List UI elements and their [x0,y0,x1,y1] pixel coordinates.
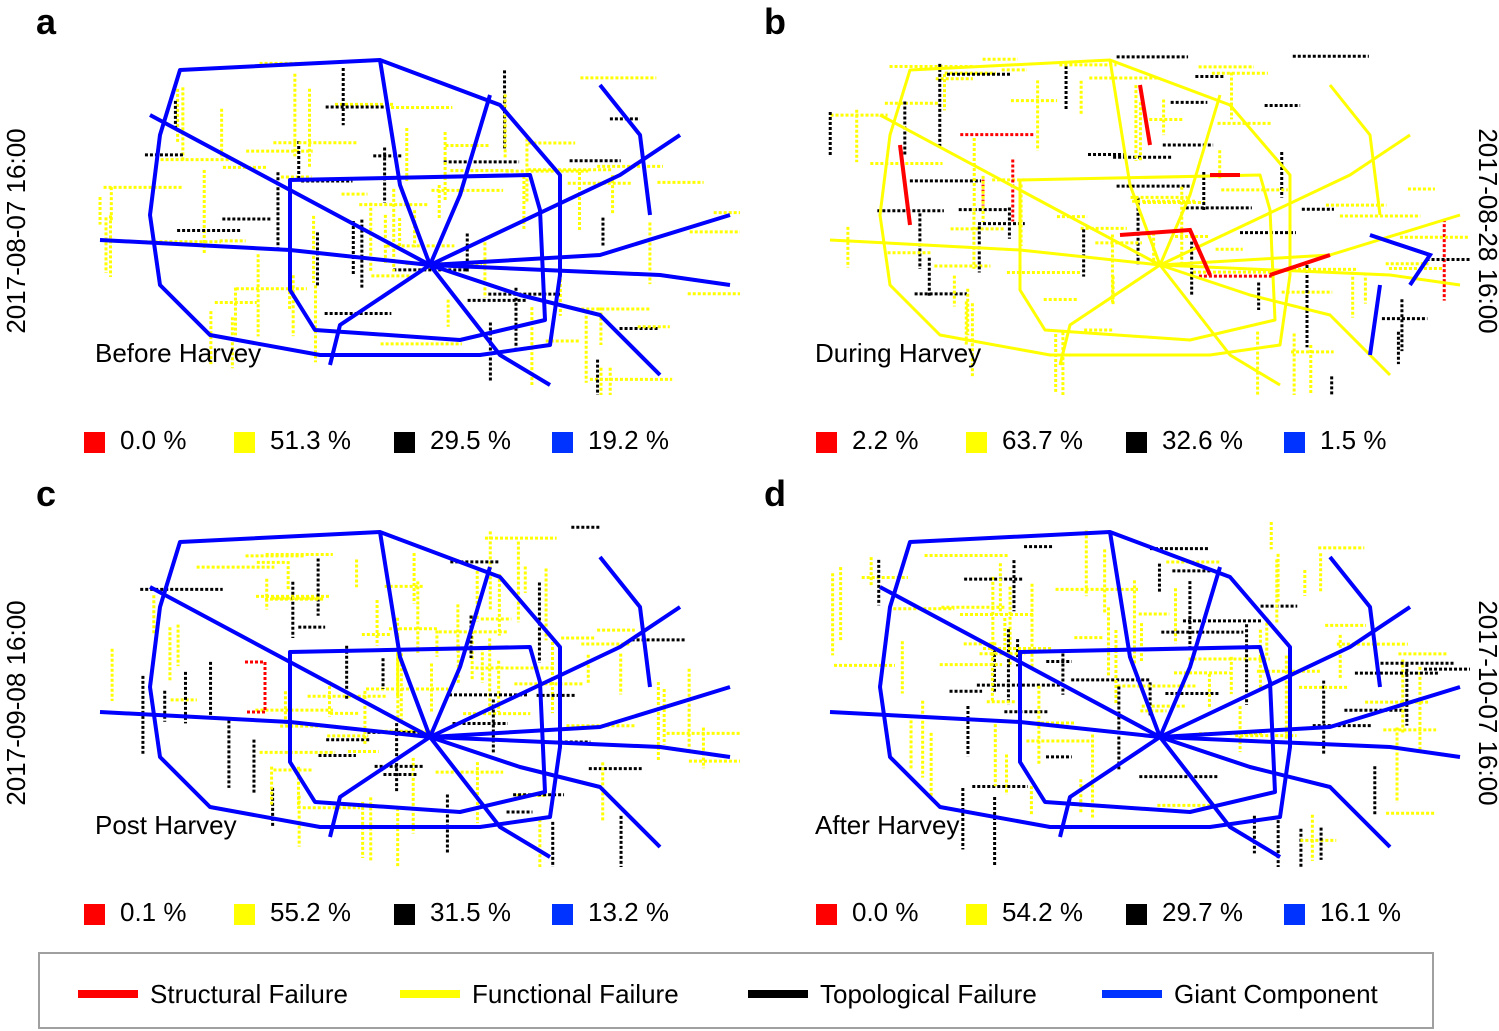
highway-network [829,58,1461,387]
legend-line-topological [748,990,808,998]
scenario-label: During Harvey [815,338,982,368]
scenario-label: After Harvey [815,810,960,840]
functional-value: 54.2 % [1002,897,1083,927]
topological-value: 29.5 % [430,425,511,455]
road-network-map [98,58,740,395]
structural-value: 0.0 % [852,897,919,927]
giant-value: 19.2 % [588,425,669,455]
scenario-label: Post Harvey [95,810,237,840]
structural-swatch [84,904,105,925]
giant-swatch [1284,432,1305,453]
topological-value: 31.5 % [430,897,511,927]
giant-swatch [552,904,573,925]
structural-swatch [816,432,837,453]
structural-value: 0.1 % [120,897,187,927]
panel-a: a Before Harvey 2017-08-07 16:00 0.0 % 5… [0,0,749,472]
functional-swatch [234,904,255,925]
functional-swatch [234,432,255,453]
timestamp-label: 2017-08-28 16:00 [1473,128,1499,334]
legend-line-giant [1102,990,1162,998]
topological-value: 29.7 % [1162,897,1243,927]
legend-label: Structural Failure [150,979,348,1009]
topological-swatch [394,432,415,453]
scenario-label: Before Harvey [95,338,262,368]
structural-value: 2.2 % [852,425,919,455]
topological-swatch [1126,904,1147,925]
functional-swatch [966,904,987,925]
timestamp-label: 2017-09-08 16:00 [1,600,31,806]
legend-label: Functional Failure [472,979,679,1009]
panel-letter: a [36,1,57,42]
giant-swatch [552,432,573,453]
road-network-map [99,525,740,867]
road-network-map [829,522,1470,867]
giant-value: 16.1 % [1320,897,1401,927]
highway-network [99,58,731,387]
functional-value: 63.7 % [1002,425,1083,455]
structural-swatch [816,904,837,925]
topological-value: 32.6 % [1162,425,1243,455]
minor-streets [828,54,1470,395]
panel-letter: d [764,473,786,514]
timestamp-label: 2017-08-07 16:00 [1,128,31,334]
topological-swatch [1126,432,1147,453]
panel-letter: b [764,1,786,42]
structural-swatch [84,432,105,453]
structural-value: 0.0 % [120,425,187,455]
functional-swatch [966,432,987,453]
giant-value: 13.2 % [588,897,669,927]
road-network-map [828,54,1470,395]
topological-swatch [394,904,415,925]
legend-box: Structural Failure Functional Failure To… [38,952,1434,1029]
panel-letter: c [36,473,57,514]
giant-swatch [1284,904,1305,925]
highway-network [829,530,1461,859]
giant-value: 1.5 % [1320,425,1387,455]
panel-b: b During Harvey 2017-08-28 16:00 2.2 % 6… [750,0,1499,472]
panel-c: c Post Harvey 2017-09-08 16:00 0.1 % 55.… [0,472,749,944]
legend-line-structural [78,990,138,998]
legend-label: Giant Component [1174,979,1378,1009]
timestamp-label: 2017-10-07 16:00 [1473,600,1499,806]
functional-value: 51.3 % [270,425,351,455]
legend-line-functional [400,990,460,998]
panel-d: d After Harvey 2017-10-07 16:00 0.0 % 54… [750,472,1499,944]
highway-network [99,530,731,859]
functional-value: 55.2 % [270,897,351,927]
legend-label: Topological Failure [820,979,1037,1009]
